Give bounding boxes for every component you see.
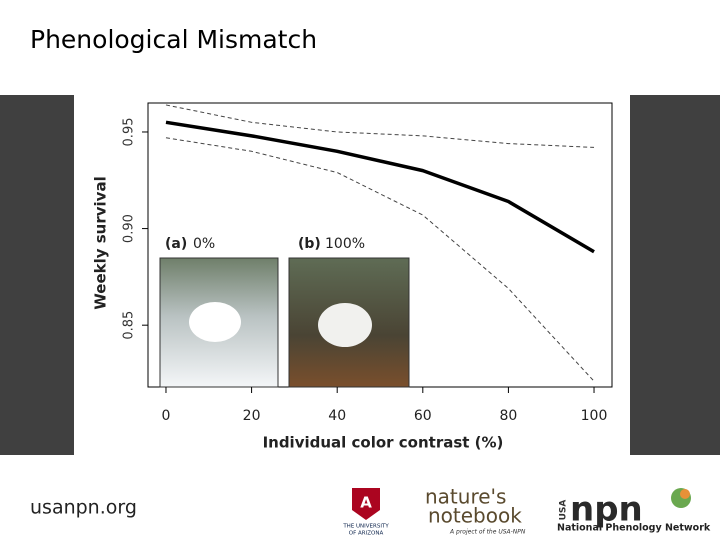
- logo-arizona: A THE UNIVERSITY OF ARIZONA: [342, 488, 389, 537]
- x-tick-label: 80: [499, 408, 517, 424]
- annotation: (b): [298, 236, 321, 252]
- citation: Zimova et al 2016: [556, 462, 676, 477]
- y-tick-label: 0.90: [122, 214, 137, 243]
- logo-text: notebook: [428, 504, 522, 528]
- logo-text: npn: [570, 490, 643, 530]
- arizona-shield: [352, 488, 380, 520]
- logo-text: OF ARIZONA: [349, 531, 384, 537]
- y-axis-label: Weekly survival: [92, 176, 110, 309]
- hare-a: [189, 302, 241, 342]
- logo-natures-notebook: nature's notebook A project of the USA-N…: [425, 485, 526, 536]
- logo-npn: USA npn National Phenology Network: [557, 488, 711, 534]
- series-line: [165, 104, 595, 148]
- logo-text: USA: [559, 500, 569, 521]
- series-line: [165, 137, 595, 382]
- logo-text: A project of the USA-NPN: [449, 529, 526, 536]
- y-tick-label: 0.95: [122, 118, 137, 147]
- x-axis-label: Individual color contrast (%): [263, 434, 504, 452]
- x-tick-label: 40: [328, 408, 346, 424]
- x-tick-label: 60: [414, 408, 432, 424]
- logo-text: National Phenology Network: [557, 523, 711, 534]
- site-url: usanpn.org: [30, 497, 137, 519]
- y-tick-label: 0.85: [122, 311, 137, 340]
- series-line: [165, 120, 595, 254]
- hare-b: [318, 303, 372, 347]
- annotation: 100%: [325, 236, 365, 252]
- slide-title: Phenological Mismatch: [30, 25, 317, 54]
- annotation: (a): [165, 236, 187, 252]
- npn-icon: [680, 489, 690, 499]
- x-tick-label: 0: [162, 408, 171, 424]
- arizona-letter: A: [360, 494, 372, 512]
- annotation: 0%: [193, 236, 215, 252]
- logo-text: nature's: [425, 485, 506, 509]
- logo-text: THE UNIVERSITY: [342, 524, 389, 530]
- x-tick-label: 20: [243, 408, 261, 424]
- x-tick-label: 100: [581, 408, 608, 424]
